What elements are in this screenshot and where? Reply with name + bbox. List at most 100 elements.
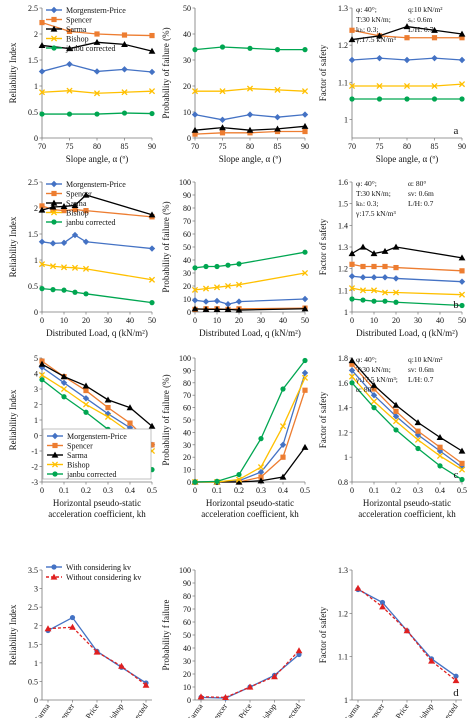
- legend-label: Morgenstern-Price: [67, 432, 127, 441]
- data-point: [149, 300, 155, 306]
- x-tick-label: 0.4: [125, 486, 135, 495]
- series-morgenstern-price: [38, 60, 156, 76]
- y-tick-label: 40: [183, 428, 191, 437]
- data-point: [302, 357, 308, 364]
- x-tick-label: Bishop: [415, 702, 435, 718]
- data-point: [38, 261, 46, 268]
- data-point: [376, 96, 383, 102]
- data-point: [192, 47, 198, 53]
- x-tick-label: 0.1: [59, 486, 69, 495]
- data-point: [148, 276, 156, 283]
- legend-marker: [52, 442, 58, 449]
- series-morgenstern-price: [348, 367, 466, 471]
- annotation-text: kₕ: 0.3;: [356, 199, 378, 208]
- series-without-considering-kv: [44, 623, 150, 688]
- y-tick-label: 2: [34, 204, 38, 213]
- annotation-text: γ:17.5 kN/m³: [355, 209, 396, 218]
- data-point: [431, 26, 438, 33]
- legend-marker: [51, 564, 57, 570]
- x-tick-label: 20: [82, 316, 90, 325]
- series-line: [351, 376, 463, 471]
- data-point: [403, 23, 411, 30]
- data-point: [93, 38, 101, 45]
- x-tick-label: 50: [458, 316, 466, 325]
- data-point: [414, 419, 422, 426]
- y-tick-label: 0.8: [338, 478, 348, 487]
- data-point: [348, 82, 356, 90]
- data-point: [213, 297, 221, 305]
- data-point: [257, 477, 265, 484]
- data-point: [392, 289, 400, 296]
- y-axis-title: Reliability Index: [8, 604, 18, 665]
- y-tick-label: 1.5: [28, 640, 38, 649]
- data-point: [224, 282, 232, 290]
- x-tick-label: 30: [414, 316, 422, 325]
- data-point: [376, 82, 383, 90]
- y-tick-label: 1.6: [338, 379, 348, 388]
- x-tick-label: 10: [370, 316, 378, 325]
- legend-label: janbu corrected: [65, 44, 116, 53]
- data-point: [349, 261, 355, 267]
- y-tick-label: 1.3: [338, 243, 348, 252]
- data-point: [458, 466, 466, 473]
- data-point: [66, 45, 73, 52]
- data-point: [83, 291, 89, 297]
- data-point: [376, 32, 383, 39]
- series-line: [351, 298, 463, 307]
- data-point: [219, 88, 226, 95]
- y-tick-label: 1.1: [338, 286, 348, 295]
- x-tick-label: 0: [350, 316, 354, 325]
- data-point: [203, 263, 209, 270]
- y-tick-label: 10: [183, 466, 191, 475]
- data-point: [459, 35, 465, 41]
- data-point: [191, 286, 199, 293]
- data-point: [192, 131, 198, 137]
- series-line: [41, 263, 153, 281]
- x-tick-label: Bishop: [258, 702, 278, 718]
- series-bishop: [191, 85, 309, 95]
- series-without-considering-kv: [197, 647, 303, 700]
- y-axis-title: Probability f failure: [161, 600, 171, 671]
- data-point: [126, 404, 134, 411]
- series-line: [41, 363, 153, 427]
- data-point: [459, 460, 465, 466]
- data-point: [403, 56, 411, 64]
- series-morgenstern-price: [348, 273, 466, 285]
- data-point: [213, 306, 221, 312]
- data-point: [72, 206, 78, 213]
- data-point: [38, 68, 46, 75]
- x-tick-label: 90: [148, 142, 156, 151]
- y-tick-label: 0: [34, 134, 38, 143]
- x-tick-label: 80: [93, 142, 101, 151]
- data-point: [459, 268, 465, 274]
- data-point: [93, 68, 101, 75]
- legend-label: janbu corrected: [66, 470, 117, 479]
- series-sarma: [38, 191, 156, 218]
- chart-panel-p11: 0 0.5 1 1.5 2 2.5 70 75 80 85 90 Slope angle, α (º)…: [8, 4, 156, 164]
- x-axis-title: Slope angle, α (º): [376, 154, 439, 164]
- x-tick-label: 75: [66, 142, 74, 151]
- data-point: [82, 395, 90, 402]
- data-point: [301, 88, 309, 95]
- data-point: [105, 405, 111, 411]
- data-point: [302, 249, 308, 255]
- annotation-text: φ: 40°;: [356, 355, 377, 364]
- x-tick-label: 80: [403, 142, 411, 151]
- data-point: [381, 247, 389, 254]
- data-point: [257, 464, 265, 471]
- data-point: [271, 673, 278, 680]
- data-point: [149, 442, 155, 448]
- data-point: [82, 382, 90, 389]
- y-tick-label: 2: [34, 401, 38, 410]
- series-bishop: [348, 285, 466, 298]
- annotation-text: kₕ: 0.3;: [356, 25, 378, 34]
- y-tick-label: 0: [34, 696, 38, 705]
- data-point: [224, 301, 232, 308]
- data-point: [360, 297, 366, 303]
- panel-label: c: [454, 469, 459, 481]
- data-point: [382, 263, 388, 270]
- data-point: [38, 360, 46, 367]
- y-tick-label: 70: [183, 605, 191, 614]
- data-point: [348, 36, 356, 43]
